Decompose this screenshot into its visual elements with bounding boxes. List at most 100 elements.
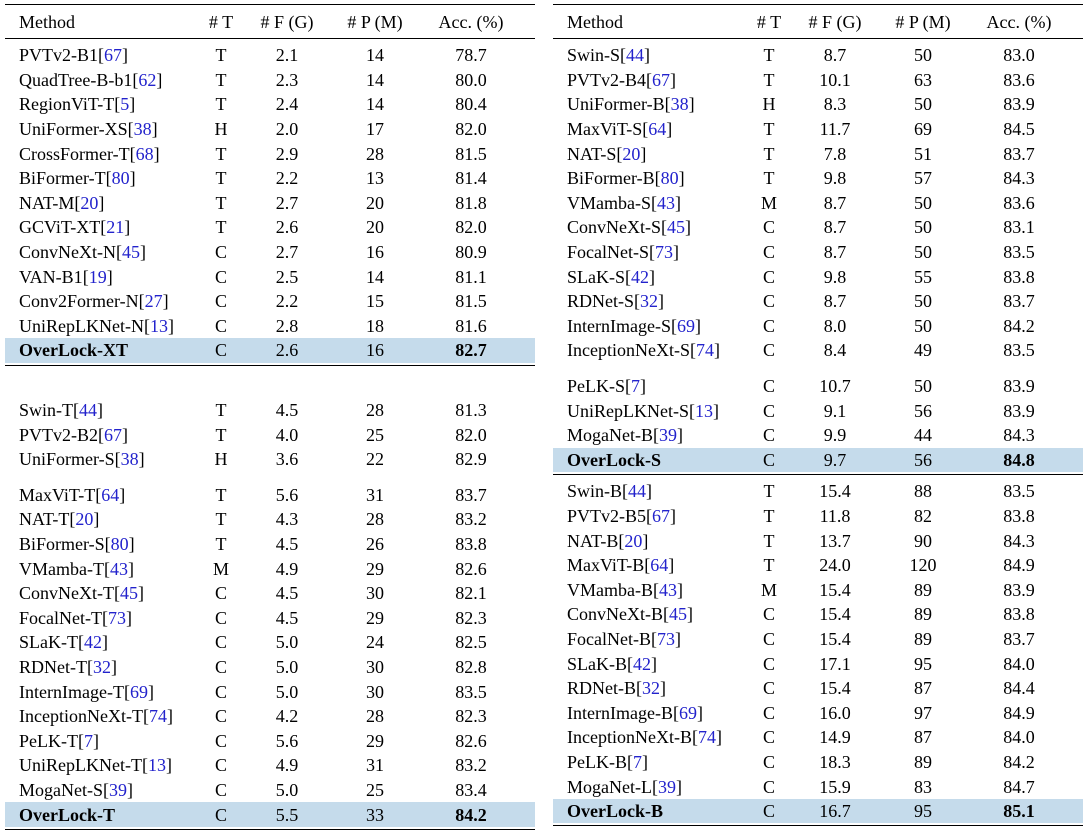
citation-ref[interactable]: 20 [75,509,94,530]
type-cell: C [762,801,775,822]
citation-ref[interactable]: 80 [111,168,130,189]
type-cell: C [762,425,775,446]
citation-ref[interactable]: 69 [129,681,148,702]
citation-ref[interactable]: 43 [658,579,677,600]
citation-ref[interactable]: 43 [109,558,128,579]
citation-ref[interactable]: 20 [80,192,99,213]
citation-ref[interactable]: 67 [104,424,123,445]
citation-ref[interactable]: 7 [83,730,93,751]
citation-ref[interactable]: 80 [660,168,679,189]
flops-cell: 15.4 [819,579,851,600]
citation-ref[interactable]: 74 [695,340,714,361]
citation-ref[interactable]: 43 [657,192,675,213]
acc-cell: 84.9 [1003,555,1035,576]
citation-ref[interactable]: 73 [654,242,673,263]
citation-ref[interactable]: 5 [120,94,130,115]
citation-bracket-close: ] [642,530,649,551]
citation-bracket-open: [ [77,730,84,751]
citation-ref[interactable]: 39 [658,425,677,446]
citation-ref[interactable]: 20 [624,530,643,551]
flops-cell: 2.8 [275,315,299,336]
citation-ref[interactable]: 27 [144,291,163,312]
method-name: VMamba-B [567,579,653,600]
citation-ref[interactable]: 42 [83,632,102,653]
citation-ref[interactable]: 45 [122,242,140,263]
citation-ref[interactable]: 45 [119,583,138,604]
acc-cell: 83.2 [455,509,487,530]
citation-ref[interactable]: 69 [676,315,695,336]
citation-ref[interactable]: 67 [104,45,123,66]
method-name: FocalNet-T [19,607,102,628]
flops-cell: 11.8 [819,505,851,526]
citation-ref[interactable]: 32 [642,678,660,699]
table-row: UniFormer-S[38] H 3.6 22 82.9 [5,447,535,472]
citation-ref[interactable]: 44 [626,45,645,66]
citation-ref[interactable]: 73 [107,607,126,628]
citation-ref[interactable]: 67 [652,69,671,90]
citation-ref[interactable]: 62 [138,69,157,90]
citation-bracket-open: [ [636,678,642,699]
citation-ref[interactable]: 38 [133,119,152,140]
acc-cell: 78.7 [455,45,487,66]
table-row: RDNet-B[32] C 15.4 87 84.4 [553,676,1083,701]
citation-ref[interactable]: 42 [633,653,651,674]
params-cell: 44 [914,425,932,446]
method-name: MogaNet-S [19,779,103,800]
method-name: RDNet-T [19,656,87,677]
citation-ref[interactable]: 7 [631,376,640,397]
citation-ref[interactable]: 39 [657,776,676,797]
type-cell: C [762,449,775,470]
table-row: OverLock-XT C 2.6 16 82.7 [5,338,535,363]
citation-ref[interactable]: 80 [110,533,129,554]
citation-ref[interactable]: 20 [622,143,641,164]
citation-ref[interactable]: 64 [648,119,667,140]
citation-ref[interactable]: 42 [631,266,649,287]
citation-ref[interactable]: 68 [135,143,154,164]
citation-bracket-open: [ [123,681,130,702]
params-cell: 29 [366,730,384,751]
method-name: GCViT-XT [19,217,101,238]
method-cell: RegionViT-T[5] [19,95,199,113]
params-cell: 50 [914,192,932,213]
citation-bracket-open: [ [103,558,110,579]
citation-ref[interactable]: 13 [694,400,713,421]
citation-bracket-open: [ [646,505,653,526]
citation-ref[interactable]: 7 [633,751,642,772]
citation-ref[interactable]: 44 [79,400,97,421]
citation-ref[interactable]: 67 [652,505,671,526]
citation-bracket-open: [ [114,94,121,115]
method-name: MaxViT-S [567,119,643,140]
citation-ref[interactable]: 39 [109,779,127,800]
citation-ref[interactable]: 74 [148,706,167,727]
citation-ref[interactable]: 21 [106,217,125,238]
method-cell: GCViT-XT[21] [19,218,199,236]
citation-ref[interactable]: 73 [656,628,675,649]
citation-ref[interactable]: 13 [149,315,168,336]
citation-ref[interactable]: 44 [628,481,647,502]
citation-ref[interactable]: 45 [667,217,685,238]
method-cell: PeLK-B[7] [567,753,747,771]
type-cell: C [762,266,775,287]
method-cell: InceptionNeXt-T[74] [19,707,199,725]
citation-ref[interactable]: 19 [88,266,107,287]
method-name: ConvNeXt-T [19,583,114,604]
flops-cell: 2.4 [275,94,299,115]
citation-bracket-close: ] [688,94,695,115]
params-cell: 30 [366,656,384,677]
citation-ref[interactable]: 64 [650,555,669,576]
citation-ref[interactable]: 38 [120,449,139,470]
type-cell: C [762,217,775,238]
citation-bracket-open: [ [142,706,149,727]
citation-ref[interactable]: 64 [101,484,120,505]
citation-ref[interactable]: 32 [640,291,658,312]
acc-cell: 83.5 [455,681,487,702]
acc-cell: 83.0 [1003,45,1035,66]
citation-ref[interactable]: 38 [670,94,689,115]
citation-ref[interactable]: 69 [678,702,697,723]
citation-ref[interactable]: 32 [92,656,111,677]
citation-ref[interactable]: 45 [669,604,687,625]
citation-ref[interactable]: 74 [697,727,716,748]
params-cell: 83 [914,776,932,797]
citation-ref[interactable]: 13 [147,755,166,776]
type-cell: C [762,727,775,748]
